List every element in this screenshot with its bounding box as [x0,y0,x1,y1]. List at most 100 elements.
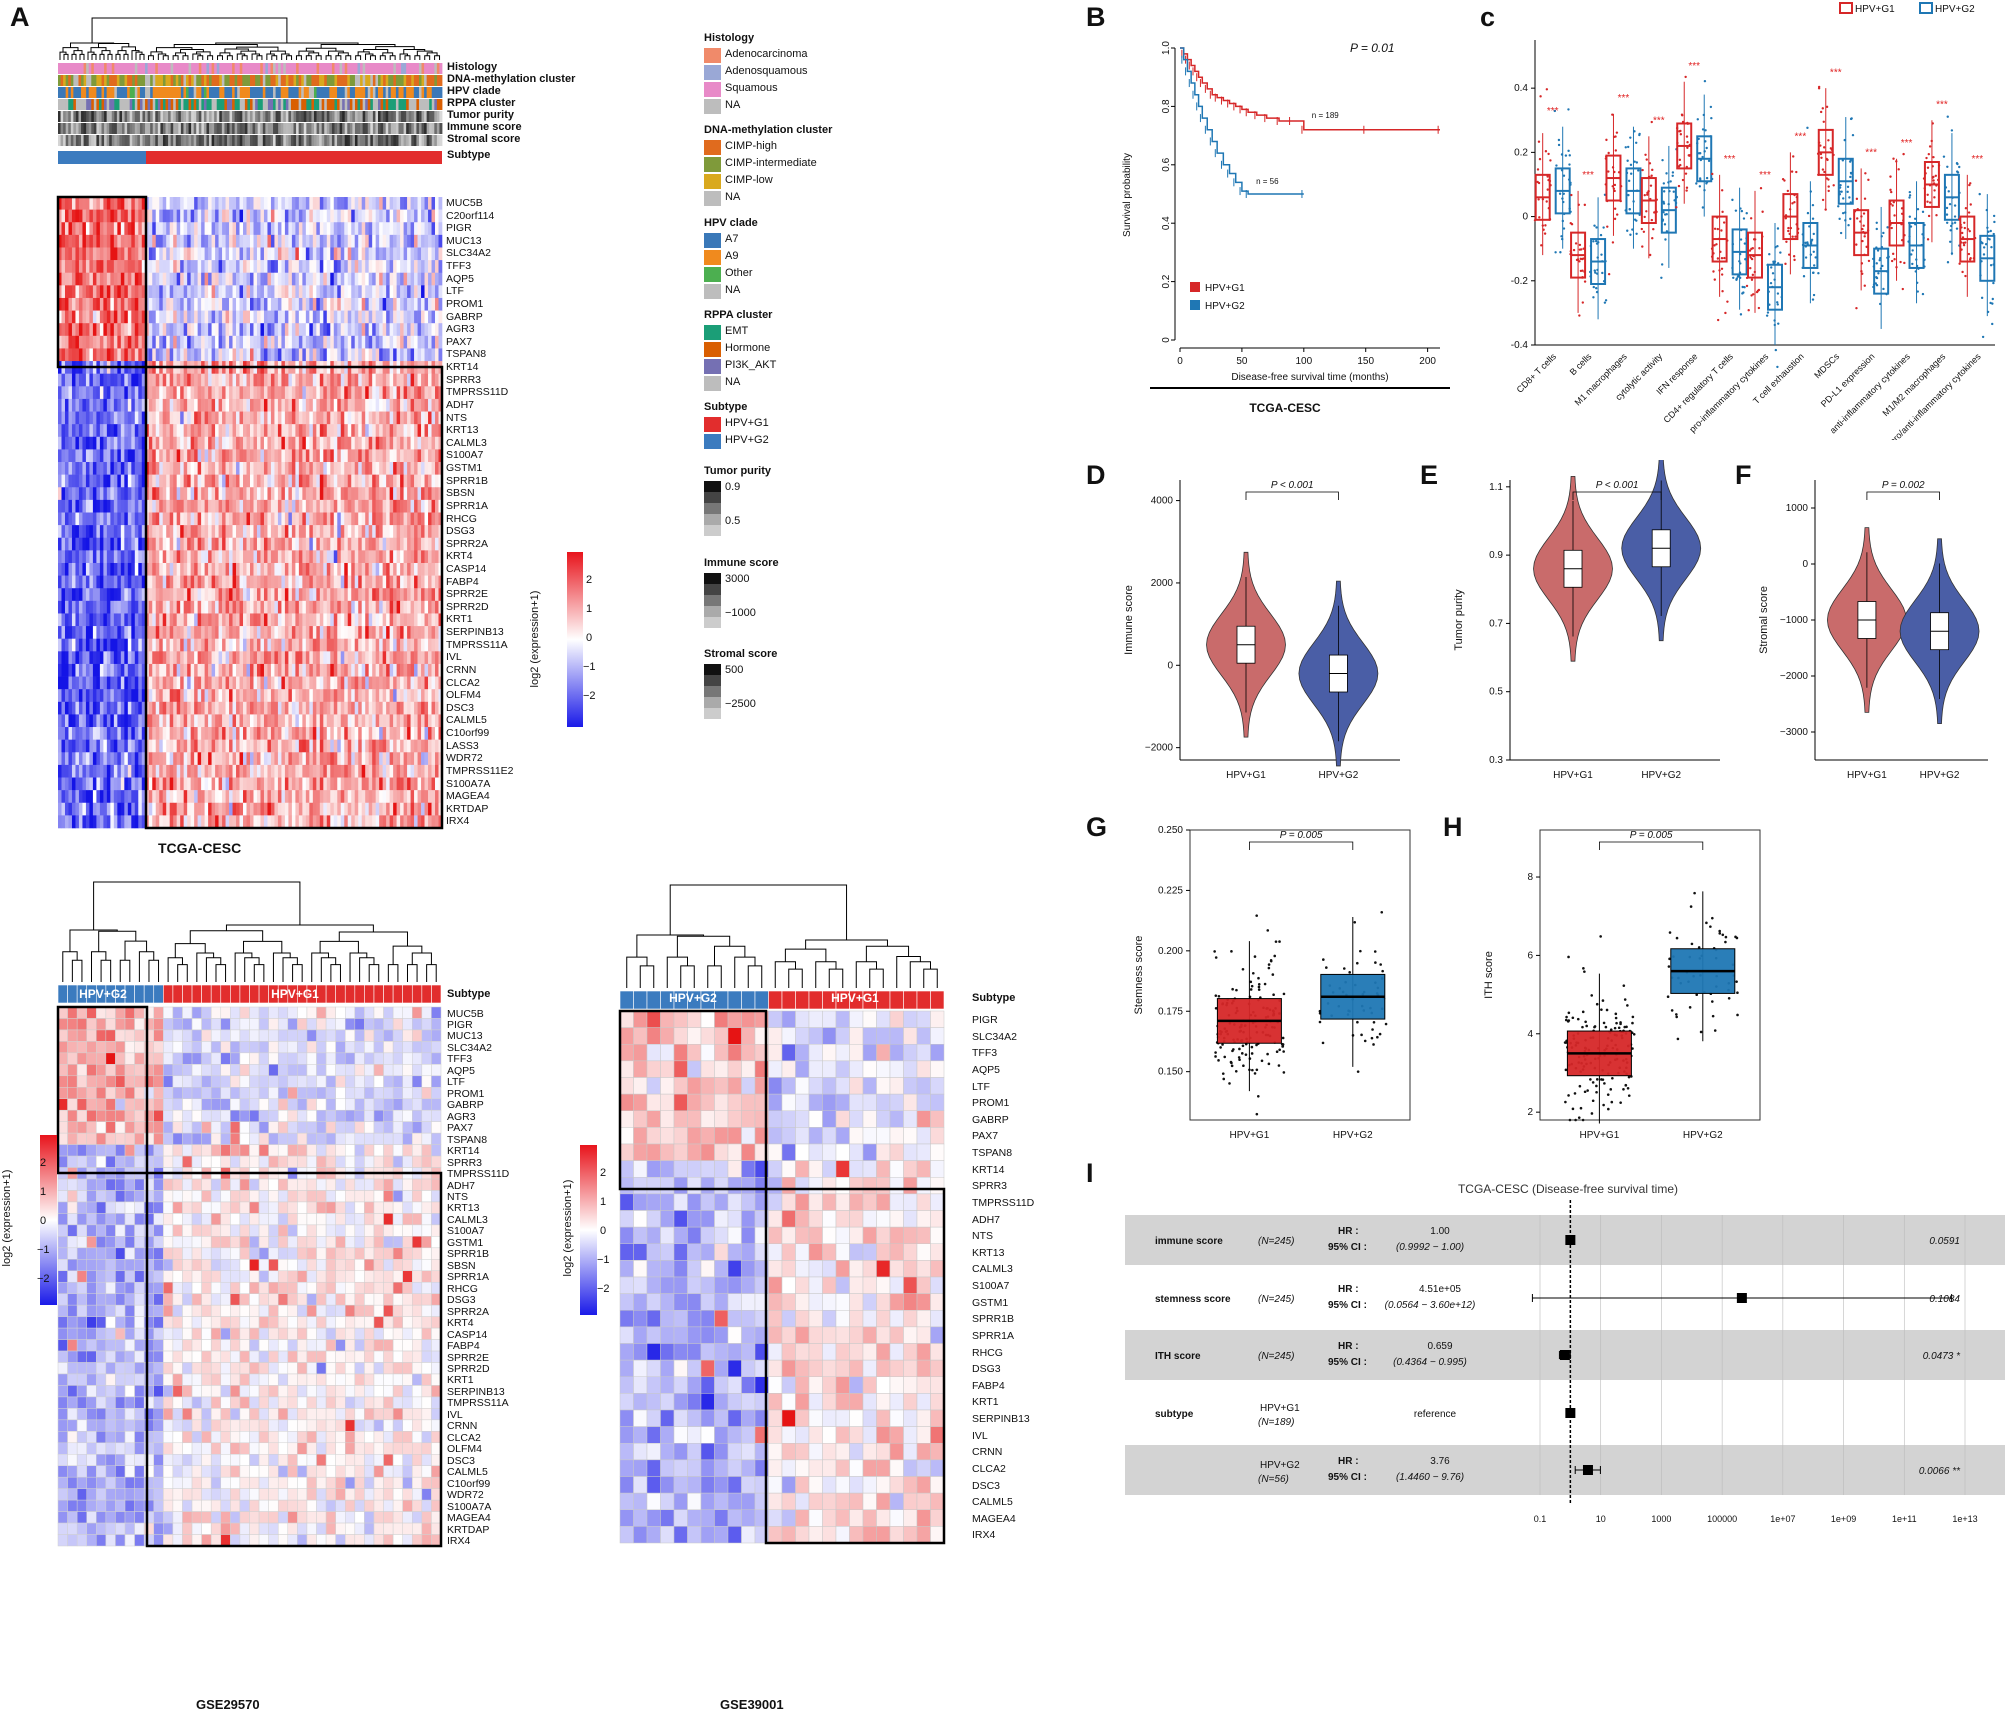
heatmap-cell [365,550,369,564]
heatmap-cell [386,600,390,614]
heatmap-cell [295,424,300,438]
heatmap-cell [382,424,387,438]
heatmap-cell [256,297,261,311]
heatmap-cell [159,436,164,450]
heatmap-cell [58,386,62,400]
heatmap-cell [152,310,157,324]
annotation-cell [270,87,274,98]
heatmap-cell [148,487,153,501]
heatmap-cell [253,600,258,614]
heatmap-cell [333,537,338,551]
annotation-cell [229,87,233,98]
heatmap-cell [134,272,139,286]
heatmap-cell [124,537,129,551]
heatmap-cell [169,222,174,236]
heatmap-cell [58,487,62,501]
annotation-cell [303,75,307,86]
heatmap-cell [85,487,90,501]
heatmap-cell [382,197,387,210]
heatmap-cell [243,575,247,589]
heatmap-cell [354,575,359,589]
heatmap-cell [368,260,373,274]
heatmap-cell [103,487,108,501]
heatmap-cell [410,323,415,337]
annotation-cell [367,87,371,98]
heatmap-cell [190,197,195,210]
heatmap-cell [117,436,122,450]
annotation-cell [334,99,338,110]
heatmap-cell [389,512,394,526]
heatmap-cell [215,499,219,513]
annotation-cell [221,99,225,110]
heatmap-cell [396,512,401,526]
heatmap-cell [344,297,349,311]
heatmap-cell [326,260,331,274]
annotation-cell [329,123,333,134]
heatmap-cell [393,562,397,576]
heatmap-cell [365,335,369,349]
annotation-cell [101,87,105,98]
heatmap-cell [270,512,275,526]
heatmap-cell [204,537,209,551]
heatmap-cell [61,487,66,501]
heatmap-cell [180,386,184,400]
heatmap-cell [58,260,62,274]
heatmap-cell [162,197,167,210]
heatmap-cell [274,550,279,564]
annotation-cell [413,135,417,146]
heatmap-cell [358,487,363,501]
heatmap-cell [256,411,261,425]
heatmap-cell [253,197,258,210]
heatmap-cell [431,209,436,223]
annotation-cell [334,111,338,122]
heatmap-cell [82,462,87,475]
heatmap-cell [386,398,390,412]
heatmap-cell [305,588,310,602]
heatmap-cell [236,436,240,450]
annotation-cell [219,75,223,86]
annotation-cell [60,75,64,86]
heatmap-cell [99,398,104,412]
heatmap-cell [344,474,349,488]
heatmap-cell [361,537,366,551]
heatmap-cell [270,588,275,602]
heatmap-cell [85,436,90,450]
heatmap-cell [236,525,240,539]
annotation-cell [211,75,215,86]
heatmap-cell [124,335,129,349]
heatmap-cell [277,348,282,362]
heatmap-cell [183,449,188,463]
heatmap-cell [110,600,115,614]
annotation-cell [198,135,202,146]
annotation-cell [98,123,102,134]
heatmap-cell [110,310,115,324]
heatmap-cell [110,436,115,450]
annotation-cell [196,63,200,74]
heatmap-cell [68,323,73,337]
heatmap-cell [246,575,251,589]
heatmap-cell [410,272,415,286]
heatmap-cell [410,234,415,248]
heatmap-cell [134,222,139,236]
heatmap-cell [326,588,331,602]
heatmap-cell [410,575,415,589]
heatmap-cell [134,588,139,602]
heatmap-cell [270,411,275,425]
annotation-cell [165,87,169,98]
heatmap-cell [288,197,293,210]
heatmap-cell [215,209,219,223]
heatmap-cell [291,272,296,286]
heatmap-cell [326,474,331,488]
heatmap-cell [312,222,317,236]
dendrogram-branch [434,55,441,60]
heatmap-cell [270,335,275,349]
heatmap-cell [291,411,296,425]
heatmap-cell [389,247,394,261]
heatmap-cell [410,260,415,274]
heatmap-cell [365,588,369,602]
annotation-cell [372,111,376,122]
heatmap-cell [312,348,317,362]
dendrogram-branch [286,55,293,60]
heatmap-cell [421,588,425,602]
heatmap-cell [270,487,275,501]
